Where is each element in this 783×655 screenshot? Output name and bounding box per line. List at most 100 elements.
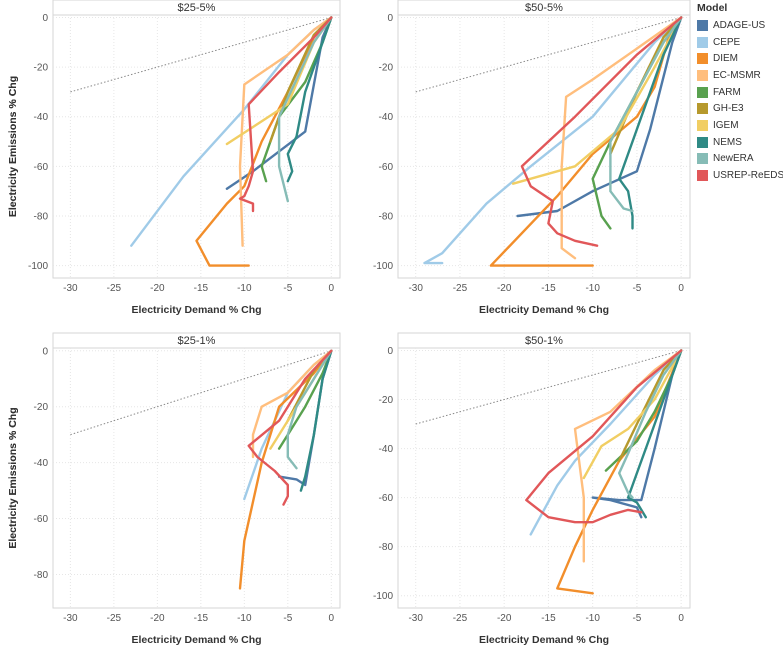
x-tick-label: -30: [408, 283, 423, 294]
series-line-nems[interactable]: [299, 349, 333, 492]
legend-item-usrep-reeds[interactable]: USREP-ReEDS: [697, 167, 783, 184]
y-tick-label: 0: [387, 13, 393, 24]
y-tick-label: -80: [34, 211, 49, 222]
legend-item-farm[interactable]: FARM: [697, 84, 783, 101]
panel-2: $50-5% -30 -25 -20 -15 -10 -5 0 0 -20 -40 -60 -80 -10…: [7, 0, 691, 316]
series-line-usrep-reeds[interactable]: [247, 349, 333, 506]
legend-item-cepe[interactable]: CEPE: [697, 34, 783, 51]
legend-item-adage-us[interactable]: ADAGE-US: [697, 17, 783, 34]
y-tick-label: -80: [34, 570, 49, 581]
series-line-ec-msmr[interactable]: [560, 16, 683, 260]
series-line-adage-us[interactable]: [591, 349, 683, 519]
y-tick-label: -20: [379, 63, 394, 74]
plot-frame: [397, 14, 691, 279]
series-line-diem[interactable]: [489, 16, 683, 267]
x-tick-label: -25: [107, 613, 122, 624]
legend-title: Model: [697, 2, 728, 14]
x-tick-label: -5: [632, 613, 641, 624]
legend-item-gh-e3[interactable]: GH-E3: [697, 100, 783, 117]
legend-swatch: [697, 119, 708, 131]
x-tick-label: 0: [329, 283, 335, 294]
legend-label: USREP-ReEDS: [713, 170, 783, 182]
legend-item-nems[interactable]: NEMS: [697, 134, 783, 151]
legend-label: NEMS: [713, 136, 742, 148]
panel-3: $25-1% -30 -25 -20 -15 -10 -5 0 0 -20 -40 -60 -80 Ele…: [7, 332, 341, 646]
legend-label: DIEM: [713, 53, 738, 65]
x-tick-label: -25: [453, 283, 468, 294]
panel-4: $50-1% -30 -25 -20 -15 -10 -5 0 0 -20 -40 -60 -80 -10…: [7, 332, 691, 646]
legend-swatch: [697, 53, 708, 65]
series-line-ec-msmr[interactable]: [238, 16, 333, 247]
legend-label: GH-E3: [713, 103, 744, 115]
legend-swatch: [697, 36, 708, 48]
reference-line: [415, 349, 682, 425]
legend-swatch: [697, 136, 708, 148]
panel-title: $25-1%: [178, 335, 216, 347]
y-tick-label: 0: [42, 13, 48, 24]
y-tick-label: -80: [379, 211, 394, 222]
x-tick-label: -30: [63, 283, 78, 294]
series-line-gh-e3[interactable]: [618, 349, 683, 462]
series-line-usrep-reeds[interactable]: [520, 16, 683, 247]
series-line-cepe[interactable]: [130, 16, 333, 247]
panel-title: $50-5%: [525, 2, 563, 14]
y-tick-label: 0: [387, 346, 393, 357]
series-line-adage-us[interactable]: [516, 16, 683, 218]
series-line-igem[interactable]: [582, 349, 683, 480]
legend-label: CEPE: [713, 36, 741, 48]
series-line-diem[interactable]: [556, 349, 683, 595]
legend-item-igem[interactable]: IGEM: [697, 117, 783, 134]
x-tick-label: -5: [283, 283, 292, 294]
series-line-nems[interactable]: [626, 349, 683, 519]
x-tick-label: 0: [678, 283, 684, 294]
y-tick-label: 0: [42, 346, 48, 357]
y-tick-label: -40: [34, 112, 49, 123]
y-tick-label: -20: [34, 63, 49, 74]
y-tick-label: -60: [379, 162, 394, 173]
series-line-cepe[interactable]: [529, 349, 683, 536]
series-line-newera[interactable]: [609, 16, 683, 213]
y-axis-label: Electricity Emissions % Chg: [7, 407, 19, 548]
plot-frame: [397, 347, 691, 609]
x-tick-label: -15: [194, 613, 209, 624]
series-line-ec-msmr[interactable]: [573, 349, 683, 563]
x-tick-label: -15: [541, 613, 556, 624]
series-line-newera[interactable]: [286, 349, 333, 470]
x-tick-label: -15: [541, 283, 556, 294]
legend-item-diem[interactable]: DIEM: [697, 50, 783, 67]
x-tick-label: -20: [497, 613, 512, 624]
y-tick-label: -60: [34, 162, 49, 173]
series-line-diem[interactable]: [238, 349, 333, 590]
series-line-igem[interactable]: [511, 16, 683, 185]
reference-line: [415, 16, 682, 93]
series-line-cepe[interactable]: [423, 16, 683, 265]
x-axis-label: Electricity Demand % Chg: [131, 634, 261, 646]
y-tick-label: -20: [379, 395, 394, 406]
y-tick-label: -40: [379, 112, 394, 123]
series-line-ec-msmr[interactable]: [251, 349, 333, 459]
x-axis-label: Electricity Demand % Chg: [131, 304, 261, 316]
series-line-nems[interactable]: [286, 16, 333, 183]
y-tick-label: -60: [379, 493, 394, 504]
series-line-usrep-reeds[interactable]: [238, 16, 333, 213]
y-tick-label: -20: [34, 402, 49, 413]
x-tick-label: 0: [329, 613, 335, 624]
x-axis-label: Electricity Demand % Chg: [479, 304, 609, 316]
x-tick-label: -10: [585, 613, 600, 624]
legend-swatch: [697, 170, 708, 182]
y-axis-label: Electricity Emissions % Chg: [7, 407, 19, 548]
series-line-newera[interactable]: [618, 349, 683, 499]
legend-swatch: [697, 69, 708, 81]
legend-swatch: [697, 103, 708, 115]
series-line-diem[interactable]: [195, 16, 333, 267]
legend-item-ec-msmr[interactable]: EC-MSMR: [697, 67, 783, 84]
y-tick-label: -100: [28, 261, 48, 272]
y-axis-label: Electricity Emissions % Chg: [7, 76, 19, 217]
series-line-usrep-reeds[interactable]: [525, 349, 683, 524]
series-line-newera[interactable]: [277, 16, 333, 203]
x-tick-label: -20: [150, 283, 165, 294]
legend-label: NewERA: [713, 153, 754, 165]
reference-line: [70, 350, 332, 436]
legend-label: FARM: [713, 86, 741, 98]
legend-item-newera[interactable]: NewERA: [697, 151, 783, 168]
